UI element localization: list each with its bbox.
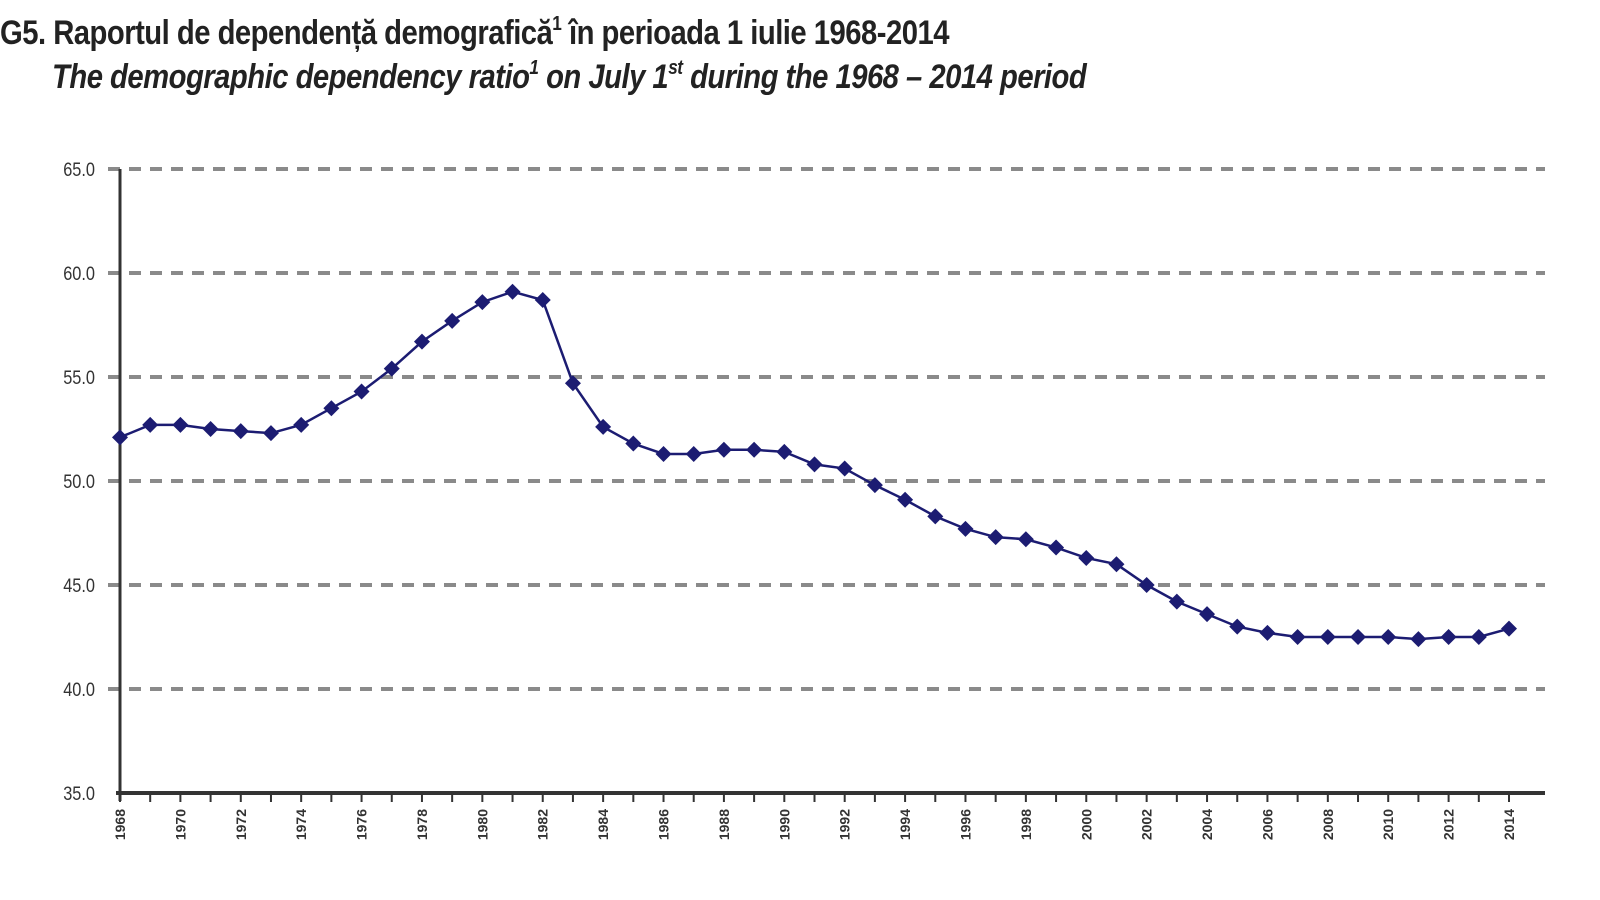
data-point-marker — [866, 477, 883, 494]
x-tick-label: 2010 — [1380, 809, 1396, 840]
data-point-marker — [595, 418, 612, 435]
title-en-text: The demographic dependency ratio — [52, 58, 530, 96]
data-point-marker — [1350, 629, 1367, 645]
data-point-marker — [1229, 618, 1246, 635]
data-point-marker — [957, 520, 974, 537]
x-tick-label: 2000 — [1078, 809, 1094, 840]
data-point-marker — [202, 421, 219, 437]
title-ro-text: G5. Raportul de dependență demografică — [0, 14, 553, 52]
data-point-marker — [444, 312, 461, 329]
x-tick-label: 1976 — [354, 809, 370, 840]
data-point-marker — [685, 445, 702, 462]
data-point-marker — [1470, 629, 1487, 645]
data-point-marker — [1289, 629, 1306, 645]
data-point-marker — [1138, 577, 1155, 593]
x-tick-label: 1990 — [776, 809, 792, 840]
data-point-marker — [293, 416, 310, 433]
y-tick-label: 50.0 — [63, 471, 95, 492]
data-point-marker — [1108, 556, 1125, 573]
data-point-marker — [1078, 549, 1095, 566]
data-point-marker — [625, 435, 642, 452]
data-point-marker — [746, 441, 763, 458]
x-tick-label: 2004 — [1199, 809, 1215, 840]
data-point-marker — [142, 416, 159, 433]
data-point-marker — [1168, 593, 1185, 610]
data-point-marker — [1259, 624, 1276, 641]
x-tick-label: 1996 — [957, 809, 973, 840]
data-point-marker — [353, 383, 370, 400]
data-point-marker — [1319, 629, 1336, 645]
data-point-marker — [1380, 629, 1397, 645]
y-tick-label: 40.0 — [63, 679, 95, 700]
title-en-rest: during the 1968 – 2014 period — [682, 58, 1087, 96]
data-point-marker — [504, 283, 521, 300]
data-point-marker — [323, 400, 340, 417]
data-point-marker — [655, 445, 672, 462]
y-tick-label: 65.0 — [63, 159, 95, 180]
y-tick-label: 60.0 — [63, 263, 95, 284]
x-tick-label: 1972 — [233, 809, 249, 840]
y-tick-label: 55.0 — [63, 367, 95, 388]
x-tick-label: 1974 — [293, 809, 309, 840]
x-tick-label: 1982 — [535, 809, 551, 840]
data-point-marker — [534, 292, 551, 309]
data-point-marker — [112, 429, 128, 446]
data-series — [112, 283, 1517, 648]
chart-title-romanian: G5. Raportul de dependență demografică1 … — [0, 14, 949, 53]
axes — [116, 169, 1545, 801]
data-point-marker — [1048, 539, 1065, 556]
data-point-marker — [806, 456, 823, 473]
chart-title-english: The demographic dependency ratio1 on Jul… — [52, 57, 1087, 97]
data-point-marker — [232, 423, 249, 440]
data-point-marker — [1501, 620, 1517, 637]
y-axis-ticks: 35.0 40.0 45.0 50.0 55.0 60.0 65.0 — [63, 159, 95, 804]
x-tick-label: 1988 — [716, 809, 732, 840]
x-tick-label: 1968 — [112, 809, 128, 840]
x-tick-label: 1984 — [595, 809, 611, 840]
x-tick-label: 2014 — [1501, 809, 1517, 840]
x-axis-ticks: 1968 1970 1972 1974 1976 1978 1980 1982 1984 1986… — [112, 793, 1517, 840]
data-point-marker — [1440, 629, 1457, 645]
x-tick-label: 2006 — [1259, 809, 1275, 840]
data-point-marker — [987, 529, 1004, 546]
x-tick-label: 1986 — [656, 809, 672, 840]
footnote-marker: 1 — [529, 57, 539, 79]
data-point-marker — [897, 491, 914, 508]
x-tick-label: 1978 — [414, 809, 430, 840]
x-tick-label: 2002 — [1139, 809, 1155, 840]
title-ro-rest: în perioada 1 iulie 1968-2014 — [561, 14, 950, 52]
x-tick-label: 1970 — [172, 809, 188, 840]
data-point-marker — [1199, 606, 1216, 623]
x-tick-label: 1980 — [474, 809, 490, 840]
data-point-marker — [1017, 531, 1034, 548]
data-point-marker — [715, 441, 732, 458]
x-tick-label: 1998 — [1018, 809, 1034, 840]
x-tick-label: 1994 — [897, 809, 913, 840]
data-point-marker — [927, 508, 944, 525]
data-point-marker — [383, 360, 400, 377]
data-point-marker — [413, 333, 430, 350]
x-tick-label: 2008 — [1320, 809, 1336, 840]
x-tick-label: 2012 — [1441, 809, 1457, 840]
data-point-marker — [776, 443, 793, 460]
title-en-mid: on July 1 — [538, 58, 669, 96]
data-point-marker — [564, 375, 581, 392]
data-point-marker — [1410, 631, 1427, 648]
data-point-marker — [172, 416, 189, 433]
y-tick-label: 35.0 — [63, 783, 95, 804]
data-point-marker — [474, 294, 491, 311]
gridlines — [108, 167, 1545, 691]
data-point-marker — [262, 425, 279, 442]
ordinal-suffix: st — [668, 57, 683, 79]
footnote-marker: 1 — [552, 13, 562, 35]
x-tick-label: 1992 — [837, 809, 853, 840]
y-tick-label: 45.0 — [63, 575, 95, 596]
data-point-marker — [836, 460, 853, 477]
